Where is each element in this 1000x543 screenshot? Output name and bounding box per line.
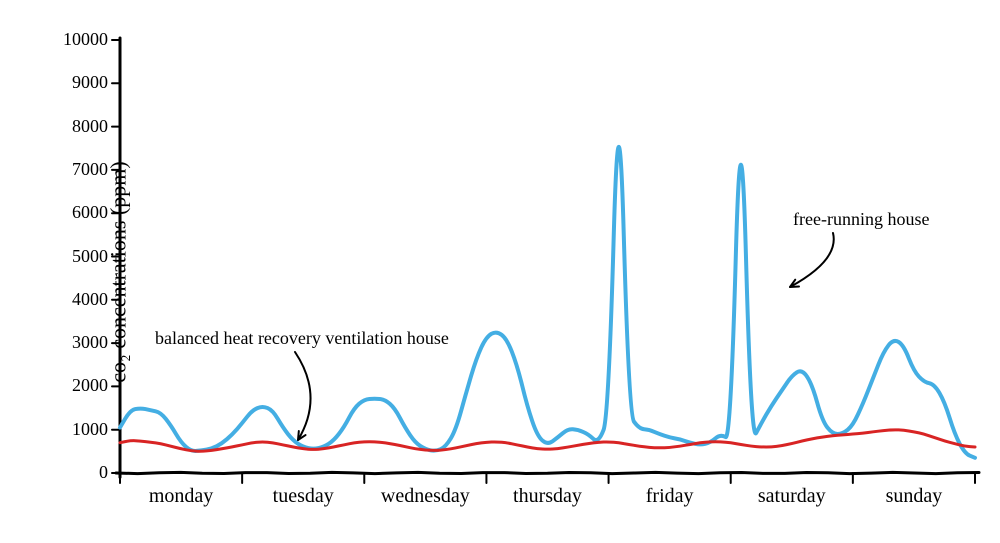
- annotation-arrow: [790, 233, 834, 287]
- y-tick-label: 0: [38, 462, 108, 483]
- y-tick-label: 9000: [38, 72, 108, 93]
- x-axis-line: [116, 472, 979, 473]
- annotation-arrow: [295, 352, 311, 440]
- co2-chart-svg: [0, 0, 1000, 543]
- y-tick-label: 10000: [38, 29, 108, 50]
- x-tick-label: monday: [121, 485, 241, 508]
- series-balanced-hrv: [120, 430, 975, 451]
- annotation-balanced-hrv: balanced heat recovery ventilation house: [155, 328, 449, 349]
- y-tick-label: 8000: [38, 116, 108, 137]
- x-tick-label: friday: [610, 485, 730, 508]
- y-tick-label: 2000: [38, 375, 108, 396]
- y-tick-label: 4000: [38, 289, 108, 310]
- y-tick-label: 7000: [38, 159, 108, 180]
- x-tick-label: saturday: [732, 485, 852, 508]
- x-tick-label: sunday: [854, 485, 974, 508]
- y-tick-label: 3000: [38, 332, 108, 353]
- annotation-free-running: free-running house: [793, 209, 929, 230]
- chart-stage: { "chart": { "type": "line", "width_px":…: [0, 0, 1000, 543]
- x-tick-label: thursday: [488, 485, 608, 508]
- y-tick-label: 6000: [38, 202, 108, 223]
- x-tick-label: tuesday: [243, 485, 363, 508]
- x-tick-label: wednesday: [365, 485, 485, 508]
- series-free-running: [120, 147, 975, 458]
- y-tick-label: 5000: [38, 246, 108, 267]
- y-tick-label: 1000: [38, 419, 108, 440]
